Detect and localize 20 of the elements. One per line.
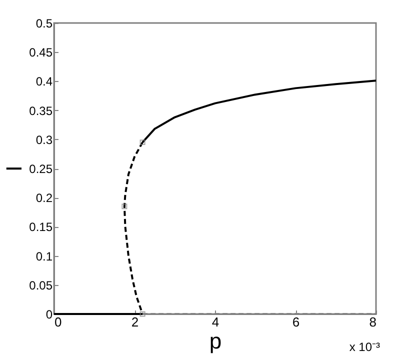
y-tick-label: 0.4: [36, 74, 53, 89]
y-tick-label: 0.5: [36, 16, 53, 30]
y-tick-label: 0.15: [29, 220, 53, 234]
y-tick-label: 0.3: [36, 132, 53, 147]
y-tick-label: 0.1: [36, 249, 53, 264]
y-tick-label: 0.45: [29, 46, 53, 60]
text: x 10⁻³: [349, 340, 380, 354]
y-tick-label: 0.25: [29, 162, 53, 176]
x-axis-title: p: [209, 328, 222, 354]
x-tick-label: 4: [212, 314, 220, 330]
y-tick-label: 0.35: [29, 104, 53, 118]
point: [122, 204, 128, 210]
point: [140, 311, 146, 317]
x-tick-label: 8: [369, 314, 376, 330]
y-axis-title: I: [2, 165, 26, 172]
y-tick-label: 0.05: [29, 278, 53, 292]
x-tick-label: 2: [131, 314, 139, 330]
y-tick-label: 0.2: [36, 191, 53, 206]
x-tick-label: 6: [292, 314, 300, 330]
point: [140, 140, 146, 146]
